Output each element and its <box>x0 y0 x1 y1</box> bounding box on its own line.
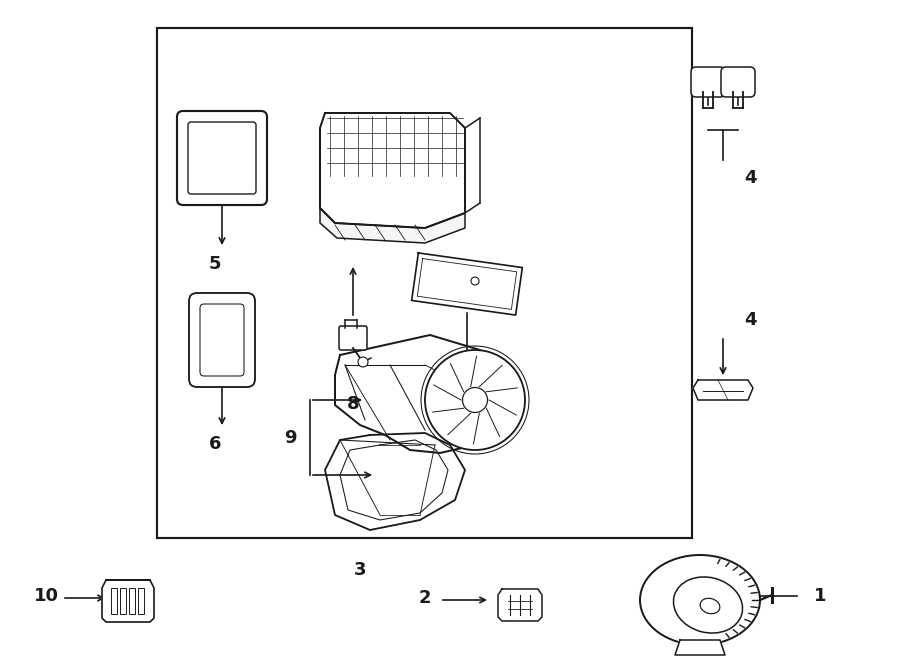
Bar <box>138 588 144 614</box>
Text: 4: 4 <box>743 169 756 187</box>
FancyBboxPatch shape <box>200 304 244 376</box>
Bar <box>120 588 126 614</box>
Text: 8: 8 <box>346 395 359 413</box>
Text: 3: 3 <box>354 561 366 579</box>
Polygon shape <box>325 433 465 530</box>
Text: 10: 10 <box>33 587 58 605</box>
Text: 1: 1 <box>814 587 826 605</box>
Polygon shape <box>498 589 542 621</box>
FancyBboxPatch shape <box>189 293 255 387</box>
Text: 7: 7 <box>473 371 486 389</box>
Text: 2: 2 <box>418 589 431 607</box>
FancyBboxPatch shape <box>188 122 256 194</box>
Text: 4: 4 <box>743 311 756 329</box>
Circle shape <box>358 357 368 367</box>
Polygon shape <box>320 113 465 228</box>
FancyBboxPatch shape <box>177 111 267 205</box>
Ellipse shape <box>640 555 760 645</box>
Ellipse shape <box>673 577 742 633</box>
Polygon shape <box>335 335 495 453</box>
Text: 9: 9 <box>284 429 296 447</box>
Bar <box>111 588 117 614</box>
Circle shape <box>471 277 479 285</box>
FancyBboxPatch shape <box>339 326 367 350</box>
FancyBboxPatch shape <box>691 67 725 97</box>
Polygon shape <box>675 640 725 655</box>
Text: 5: 5 <box>209 255 221 273</box>
Polygon shape <box>102 580 154 622</box>
Ellipse shape <box>700 598 720 613</box>
Bar <box>157 28 692 538</box>
Polygon shape <box>693 380 753 400</box>
Bar <box>129 588 135 614</box>
Polygon shape <box>320 208 465 243</box>
Circle shape <box>425 350 525 450</box>
Polygon shape <box>411 253 522 315</box>
FancyBboxPatch shape <box>721 67 755 97</box>
Text: 6: 6 <box>209 435 221 453</box>
Circle shape <box>463 387 488 412</box>
